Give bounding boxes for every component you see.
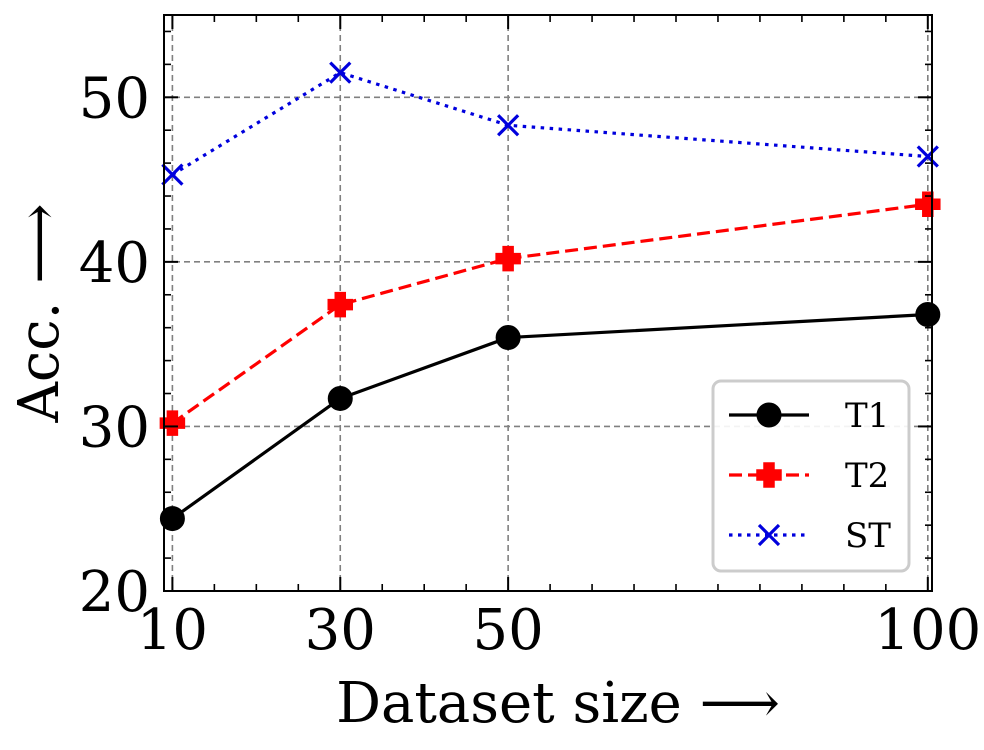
data-point-st (329, 61, 352, 84)
series-line-st (171, 70, 928, 177)
data-point-st (496, 114, 520, 137)
series-st (161, 61, 939, 186)
legend-marker (757, 523, 781, 547)
series-group (159, 61, 941, 532)
legend-marker (756, 462, 782, 488)
data-point-t2 (327, 291, 354, 318)
y-tick-label: 30 (79, 395, 150, 460)
legend: T1 T2 ST (711, 379, 911, 573)
x-tick-label: 50 (472, 598, 543, 663)
data-point-t1 (915, 302, 941, 328)
y-axis-label: Acc. ⟶ (7, 203, 72, 423)
data-point-t1 (327, 385, 353, 411)
legend-marker (756, 402, 782, 428)
legend-label: T1 (845, 396, 889, 436)
y-tick-label: 50 (79, 66, 150, 131)
legend-label: T2 (845, 456, 889, 496)
series-t1 (159, 302, 941, 532)
series-line-t2 (171, 202, 929, 425)
y-tick-label: 40 (79, 231, 150, 296)
data-point-t1 (495, 325, 521, 351)
legend-item-st: ST (729, 516, 891, 556)
series-line-t1 (171, 312, 928, 520)
x-tick-label: 100 (874, 598, 981, 663)
data-point-st (916, 145, 939, 168)
legend-item-t2: T2 (729, 456, 889, 496)
legend-item-t1: T1 (729, 396, 889, 436)
data-point-t2 (495, 245, 521, 272)
plot-frame (163, 14, 933, 592)
legend-label: ST (845, 516, 891, 556)
data-point-t2 (159, 410, 186, 436)
x-tick-label: 10 (137, 598, 208, 663)
x-axis-label: Dataset size ⟶ (336, 671, 780, 736)
data-point-st (161, 163, 184, 186)
y-tick-label: 20 (79, 560, 150, 625)
x-tick-label: 30 (305, 598, 376, 663)
legend-box (711, 379, 911, 573)
axis-ticks: 10 30 50 100 20 30 40 50 (79, 15, 981, 663)
